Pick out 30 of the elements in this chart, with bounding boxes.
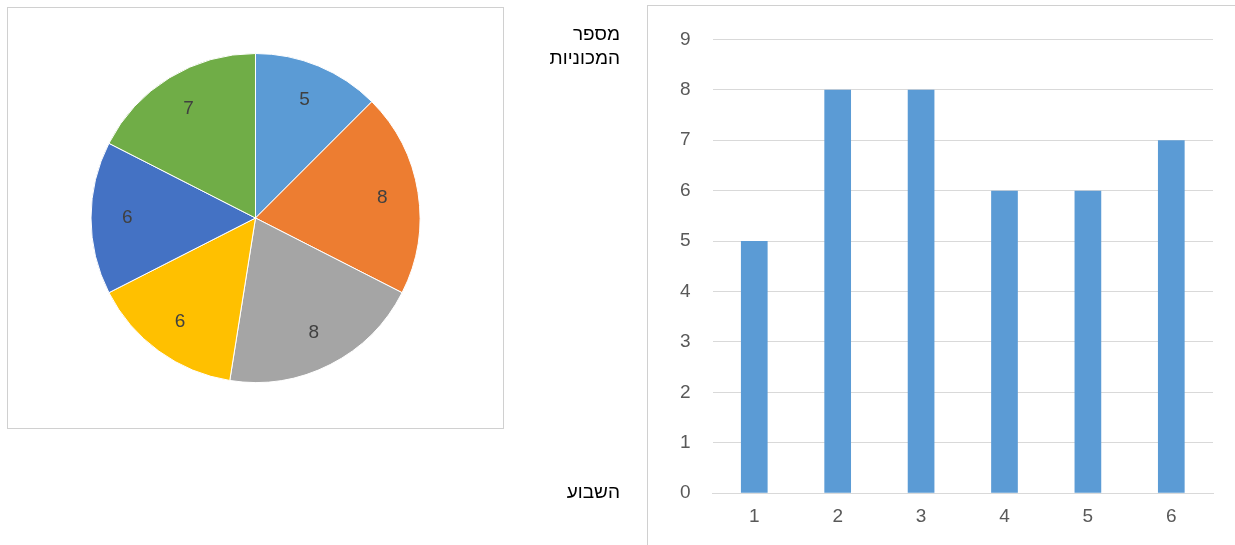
y-tick-label: 2 — [679, 380, 691, 402]
bar — [824, 89, 852, 493]
bar — [1157, 140, 1185, 493]
bar — [1074, 190, 1102, 493]
y-tick-label: 8 — [679, 78, 691, 100]
bar — [907, 89, 935, 493]
data-label: 8 — [376, 186, 388, 208]
data-label: 6 — [174, 310, 186, 332]
y-tick-label: 6 — [679, 178, 691, 200]
data-label: 8 — [308, 320, 320, 342]
y-tick-label: 0 — [679, 481, 691, 503]
x-tick-label: 4 — [999, 504, 1011, 526]
data-label: 7 — [183, 96, 194, 118]
data-label: 5 — [299, 87, 310, 109]
bar — [991, 190, 1018, 493]
data-label: 6 — [121, 206, 133, 228]
x-axis-title: השבוע — [565, 480, 620, 504]
x-tick-label: 1 — [748, 504, 760, 526]
x-tick-label: 3 — [915, 504, 927, 526]
bar — [740, 241, 768, 493]
y-axis-title: מספר המכוניות — [548, 22, 620, 70]
y-tick-label: 5 — [679, 229, 691, 251]
x-tick-label: 2 — [832, 504, 843, 526]
y-tick-label: 1 — [679, 431, 691, 453]
y-tick-label: 3 — [679, 330, 691, 352]
y-tick-label: 7 — [679, 128, 691, 150]
x-tick-label: 6 — [1166, 504, 1177, 526]
y-tick-label: 9 — [679, 27, 691, 49]
x-tick-label: 5 — [1082, 504, 1094, 526]
y-tick-label: 4 — [679, 279, 691, 301]
